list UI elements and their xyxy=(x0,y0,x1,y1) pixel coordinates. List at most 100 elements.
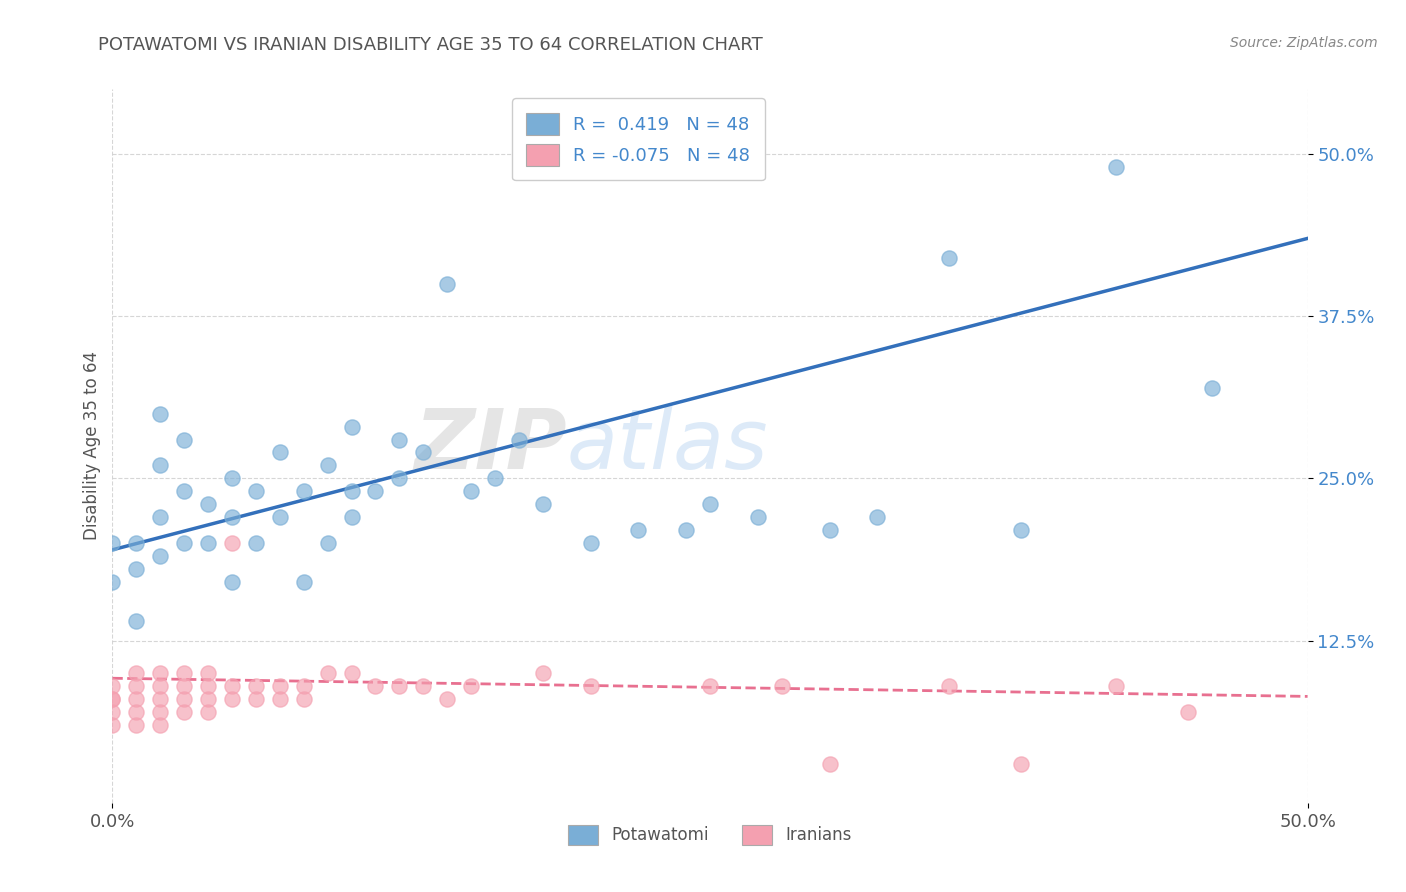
Point xyxy=(579,536,602,550)
Point xyxy=(173,692,195,706)
Point xyxy=(269,692,291,706)
Text: Source: ZipAtlas.com: Source: ZipAtlas.com xyxy=(1230,36,1378,50)
Point xyxy=(436,692,458,706)
Point xyxy=(173,484,195,499)
Point xyxy=(675,524,697,538)
Point xyxy=(125,705,148,719)
Point xyxy=(699,679,721,693)
Point xyxy=(938,251,960,265)
Point xyxy=(1010,524,1032,538)
Point xyxy=(938,679,960,693)
Point xyxy=(1105,679,1128,693)
Point xyxy=(149,549,172,564)
Point xyxy=(125,562,148,576)
Point xyxy=(818,524,841,538)
Point xyxy=(627,524,650,538)
Text: atlas: atlas xyxy=(567,406,768,486)
Point xyxy=(101,575,124,590)
Point xyxy=(436,277,458,291)
Point xyxy=(340,666,363,681)
Point xyxy=(484,471,506,485)
Point xyxy=(388,679,411,693)
Point xyxy=(149,679,172,693)
Point xyxy=(221,692,243,706)
Point xyxy=(747,510,769,524)
Point xyxy=(197,497,219,511)
Point xyxy=(269,445,291,459)
Point xyxy=(316,536,339,550)
Point xyxy=(173,679,195,693)
Point xyxy=(197,692,219,706)
Point xyxy=(125,536,148,550)
Point xyxy=(221,536,243,550)
Point xyxy=(149,510,172,524)
Point xyxy=(412,679,434,693)
Point xyxy=(101,718,124,732)
Point xyxy=(364,484,387,499)
Point xyxy=(221,471,243,485)
Point xyxy=(245,536,267,550)
Point xyxy=(197,536,219,550)
Point xyxy=(101,705,124,719)
Point xyxy=(818,756,841,771)
Point xyxy=(221,679,243,693)
Point xyxy=(125,666,148,681)
Point xyxy=(292,575,315,590)
Point xyxy=(316,666,339,681)
Point xyxy=(149,458,172,473)
Point xyxy=(460,484,482,499)
Point xyxy=(460,679,482,693)
Text: POTAWATOMI VS IRANIAN DISABILITY AGE 35 TO 64 CORRELATION CHART: POTAWATOMI VS IRANIAN DISABILITY AGE 35 … xyxy=(98,36,763,54)
Point xyxy=(388,471,411,485)
Point xyxy=(197,666,219,681)
Point xyxy=(245,679,267,693)
Point xyxy=(340,484,363,499)
Text: ZIP: ZIP xyxy=(413,406,567,486)
Legend: Potawatomi, Iranians: Potawatomi, Iranians xyxy=(561,818,859,852)
Point xyxy=(340,510,363,524)
Point xyxy=(245,484,267,499)
Point xyxy=(388,433,411,447)
Point xyxy=(866,510,889,524)
Point xyxy=(197,679,219,693)
Point xyxy=(101,679,124,693)
Point xyxy=(1105,160,1128,174)
Point xyxy=(292,692,315,706)
Point xyxy=(149,692,172,706)
Point xyxy=(579,679,602,693)
Point xyxy=(364,679,387,693)
Point xyxy=(292,484,315,499)
Point xyxy=(699,497,721,511)
Point xyxy=(292,679,315,693)
Point xyxy=(173,536,195,550)
Point xyxy=(269,679,291,693)
Point xyxy=(1177,705,1199,719)
Point xyxy=(149,407,172,421)
Point xyxy=(1201,381,1223,395)
Point xyxy=(101,536,124,550)
Point xyxy=(412,445,434,459)
Point xyxy=(125,718,148,732)
Point xyxy=(197,705,219,719)
Point xyxy=(1010,756,1032,771)
Point xyxy=(340,419,363,434)
Point xyxy=(531,497,554,511)
Point xyxy=(173,433,195,447)
Point xyxy=(125,692,148,706)
Point xyxy=(125,614,148,628)
Point xyxy=(149,705,172,719)
Point xyxy=(173,705,195,719)
Point xyxy=(173,666,195,681)
Point xyxy=(125,679,148,693)
Point xyxy=(316,458,339,473)
Y-axis label: Disability Age 35 to 64: Disability Age 35 to 64 xyxy=(83,351,101,541)
Point xyxy=(149,718,172,732)
Point xyxy=(269,510,291,524)
Point xyxy=(531,666,554,681)
Point xyxy=(101,692,124,706)
Point xyxy=(221,575,243,590)
Point xyxy=(245,692,267,706)
Point xyxy=(770,679,793,693)
Point xyxy=(101,692,124,706)
Point xyxy=(221,510,243,524)
